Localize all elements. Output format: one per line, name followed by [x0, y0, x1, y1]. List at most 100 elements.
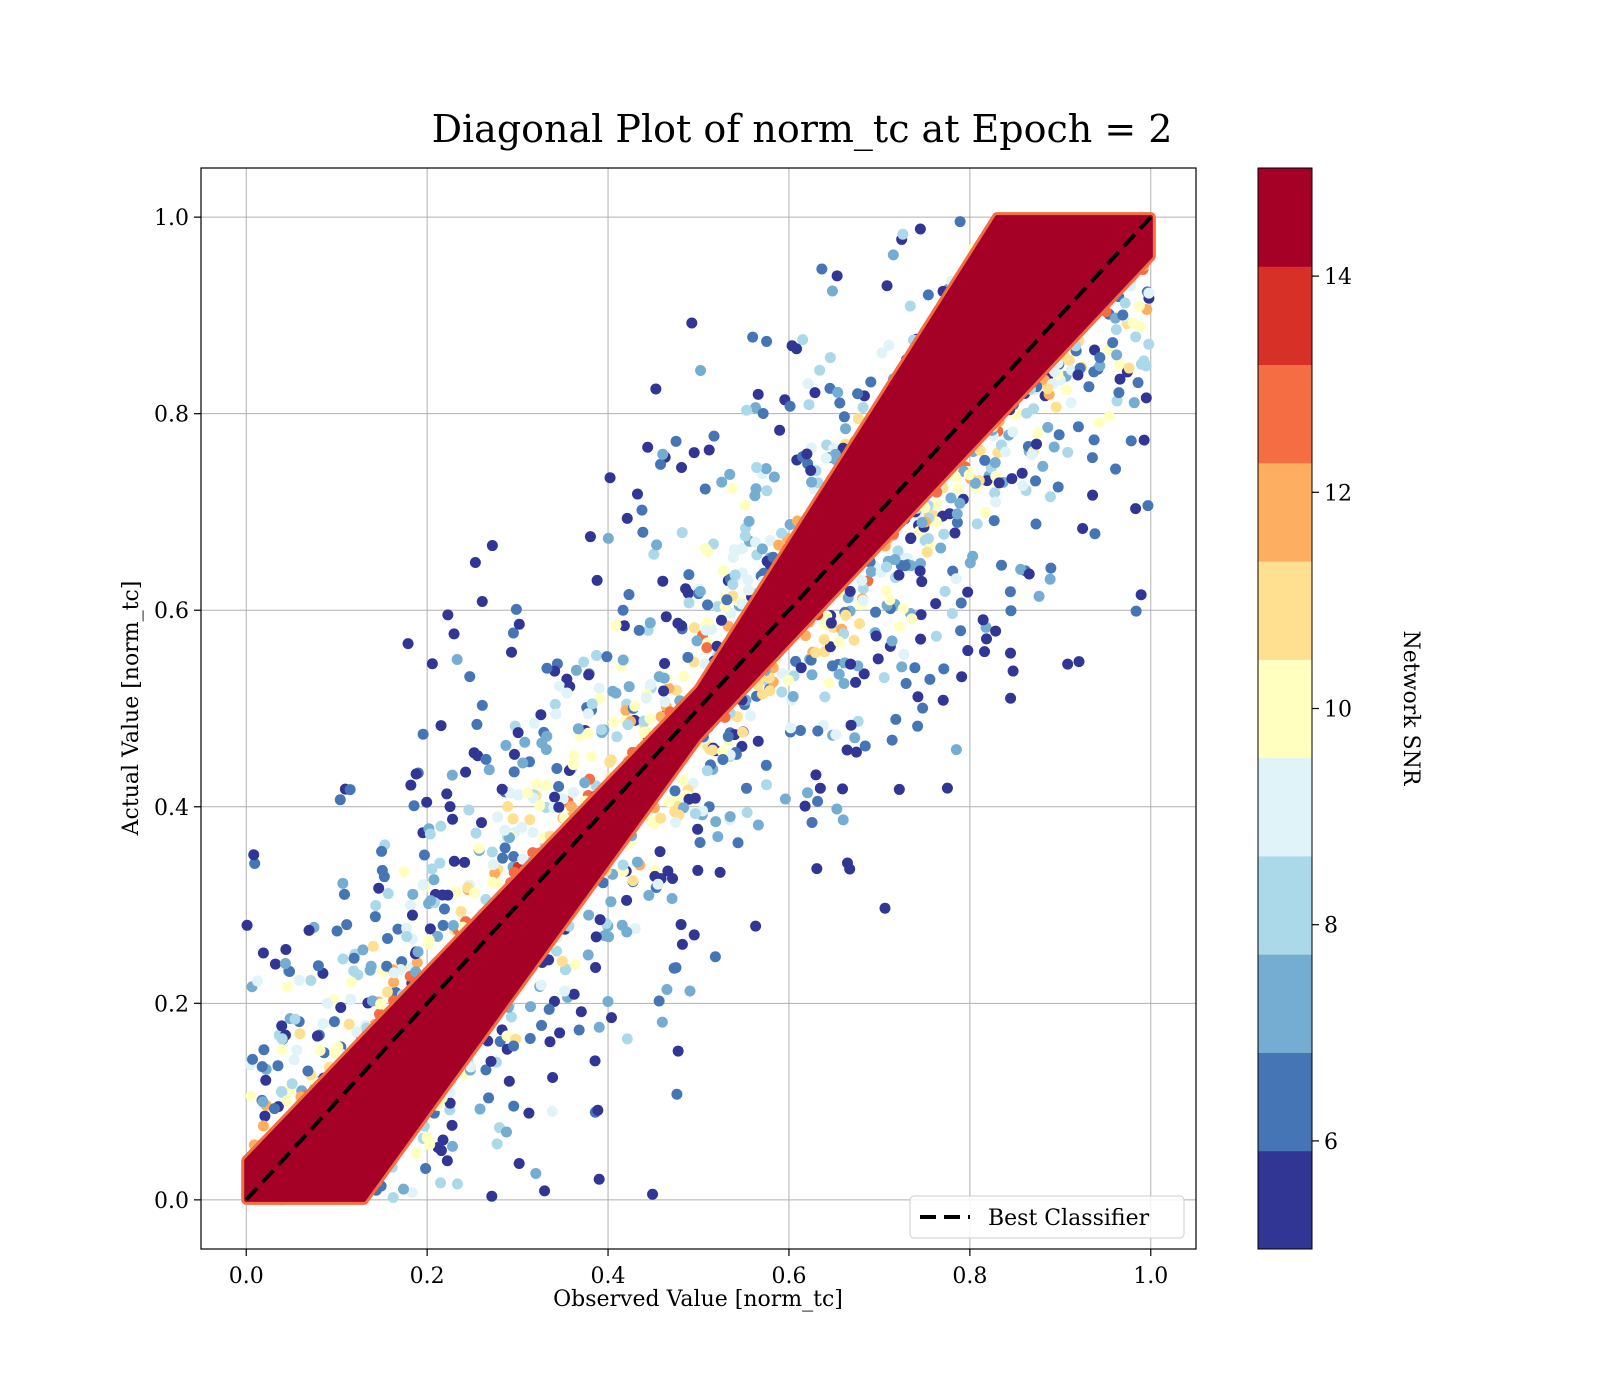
x-tick-label: 0.6: [771, 1264, 806, 1289]
scatter-point: [617, 654, 629, 666]
scatter-point: [1026, 448, 1038, 460]
y-tick-label: 0.8: [154, 403, 189, 428]
scatter-point: [344, 784, 356, 796]
scatter-point: [776, 527, 788, 539]
scatter-point: [678, 670, 690, 682]
scatter-point: [784, 400, 796, 412]
scatter-point: [849, 732, 861, 744]
scatter-point: [610, 687, 622, 699]
scatter-point: [269, 958, 281, 970]
scatter-point: [291, 1044, 303, 1056]
scatter-point: [816, 263, 828, 275]
scatter-point: [893, 569, 905, 581]
scatter-point: [810, 647, 822, 659]
scatter-point: [252, 975, 264, 987]
scatter-point: [751, 461, 763, 473]
scatter-point: [893, 783, 905, 795]
scatter-point: [553, 801, 565, 813]
scatter-point: [750, 402, 762, 414]
scatter-point: [617, 604, 629, 616]
scatter-point: [517, 757, 529, 769]
scatter-point: [930, 630, 942, 642]
scatter-point: [549, 698, 561, 710]
scatter-point: [657, 575, 669, 587]
scatter-point: [469, 556, 481, 568]
scatter-point: [832, 386, 844, 398]
scatter-point: [886, 635, 898, 647]
scatter-point: [676, 461, 688, 473]
scatter-point: [824, 641, 836, 653]
scatter-point: [637, 526, 649, 538]
scatter-point: [559, 964, 571, 976]
x-axis-ticks: 0.0 0.2 0.4 0.6 0.8 1.0: [229, 1249, 1168, 1289]
scatter-point: [776, 686, 788, 698]
scatter-point: [605, 896, 617, 908]
scatter-point: [1023, 568, 1035, 580]
scatter-point: [666, 893, 678, 905]
scatter-point: [768, 471, 780, 483]
scatter-point: [1048, 441, 1060, 453]
scatter-point: [990, 496, 1002, 508]
scatter-point: [1103, 410, 1115, 422]
scatter-point: [651, 539, 663, 551]
scatter-point: [417, 728, 429, 740]
scatter-point: [1053, 429, 1065, 441]
colorbar-segment: [1258, 168, 1312, 267]
scatter-point: [410, 768, 422, 780]
scatter-point: [594, 914, 606, 926]
scatter-point: [802, 787, 814, 799]
scatter-point: [565, 801, 577, 813]
scatter-point: [760, 759, 772, 771]
scatter-point: [814, 782, 826, 794]
scatter-point: [447, 813, 459, 825]
scatter-point: [683, 569, 695, 581]
scatter-point: [962, 586, 974, 598]
scatter-point: [783, 674, 795, 686]
scatter-point: [508, 851, 520, 863]
scatter-point: [507, 627, 519, 639]
scatter-point: [474, 1103, 486, 1115]
scatter-point: [814, 364, 826, 376]
scatter-point: [543, 1003, 555, 1015]
scatter-point: [645, 679, 657, 691]
scatter-point: [570, 664, 582, 676]
scatter-point: [281, 1095, 293, 1107]
scatter-point: [715, 614, 727, 626]
scatter-point: [675, 919, 687, 931]
scatter-point: [689, 792, 701, 804]
scatter-point: [1094, 352, 1106, 364]
scatter-point: [946, 608, 958, 620]
high-snr-band-core: [244, 215, 1153, 1202]
scatter-point: [692, 823, 704, 835]
scatter-point: [708, 430, 720, 442]
scatter-point: [1111, 349, 1123, 361]
scatter-point: [663, 796, 675, 808]
scatter-point: [897, 228, 909, 240]
scatter-point: [764, 534, 776, 546]
scatter-point: [1062, 446, 1074, 458]
scatter-point: [424, 923, 436, 935]
scatter-point: [608, 716, 620, 728]
scatter-point: [922, 533, 934, 545]
scatter-point: [1094, 360, 1106, 372]
scatter-point: [442, 609, 454, 621]
scatter-point: [1021, 407, 1033, 419]
scatter-point: [1007, 426, 1019, 438]
scatter-point: [1111, 395, 1123, 407]
scatter-point: [451, 1178, 463, 1190]
scatter-point: [381, 960, 393, 972]
scatter-point: [582, 727, 594, 739]
scatter-point: [551, 945, 563, 957]
scatter-point: [586, 698, 598, 710]
scatter-point: [345, 994, 357, 1006]
scatter-point: [256, 1061, 268, 1073]
scatter-point: [728, 544, 740, 556]
scatter-point: [750, 483, 762, 495]
scatter-point: [378, 871, 390, 883]
scatter-point: [962, 645, 974, 657]
scatter-point: [1073, 656, 1085, 668]
scatter-point: [884, 594, 896, 606]
scatter-point: [642, 441, 654, 453]
scatter-point: [553, 780, 565, 792]
scatter-point: [756, 543, 768, 555]
